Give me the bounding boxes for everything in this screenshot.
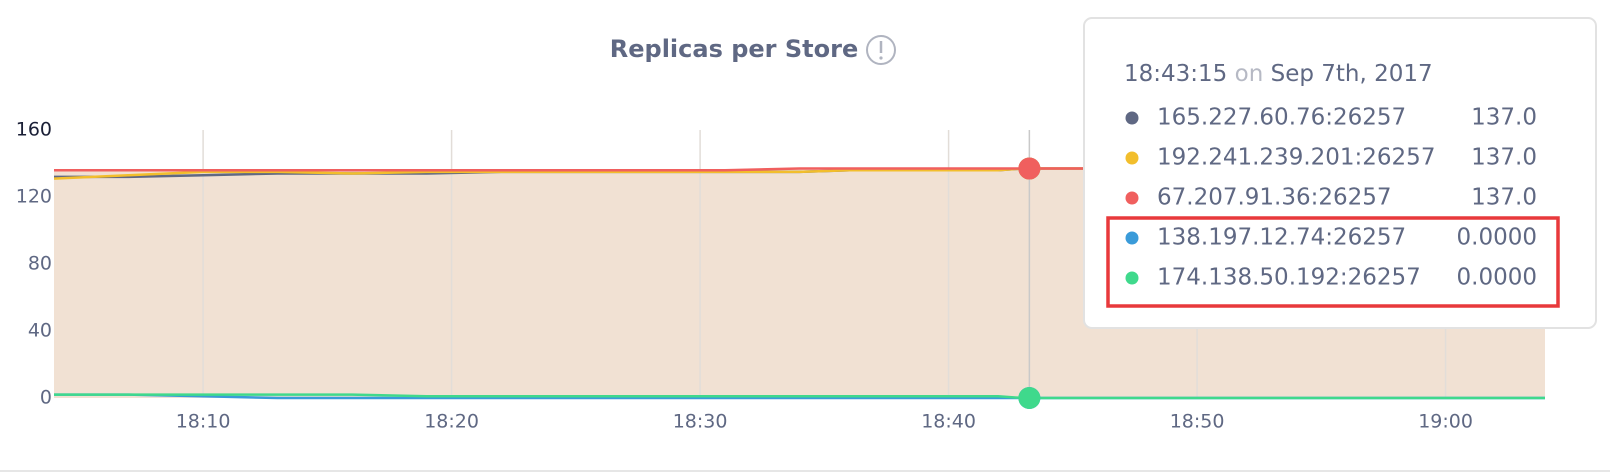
series-line bbox=[54, 393, 1545, 400]
tooltip-time: 18:43:15 bbox=[1124, 61, 1227, 87]
legend-label: 138.197.12.74:26257 bbox=[1157, 225, 1406, 251]
tooltip-value: 137.0 bbox=[1471, 145, 1537, 171]
legend-label: 165.227.60.76:26257 bbox=[1157, 105, 1406, 131]
highlight-box bbox=[1106, 216, 1560, 308]
hover-dot bbox=[1018, 387, 1041, 409]
x-tick-label: 18:40 bbox=[921, 411, 976, 433]
legend-dot bbox=[1125, 191, 1139, 205]
chart-title: Replicas per Store bbox=[610, 35, 858, 63]
x-tick-label: 18:30 bbox=[673, 411, 728, 433]
tooltip-header: 18:43:15 on Sep 7th, 2017 bbox=[1124, 61, 1433, 87]
legend-dot bbox=[1125, 151, 1139, 165]
legend-dot bbox=[1125, 111, 1139, 125]
x-tick-label: 18:10 bbox=[176, 411, 231, 433]
legend-label: 67.207.91.36:26257 bbox=[1157, 185, 1392, 211]
legend-label: 192.241.239.201:26257 bbox=[1157, 145, 1435, 171]
x-tick-label: 19:00 bbox=[1418, 411, 1473, 433]
tooltip-value: 0.0000 bbox=[1457, 265, 1537, 291]
legend-dot bbox=[1125, 271, 1139, 285]
y-tick-label: 40 bbox=[28, 320, 52, 342]
tooltip-box bbox=[1083, 17, 1597, 329]
legend-label: 174.138.50.192:26257 bbox=[1157, 265, 1421, 291]
x-tick-label: 18:20 bbox=[424, 411, 479, 433]
info-icon[interactable] bbox=[866, 35, 896, 65]
legend-dot bbox=[1125, 231, 1139, 245]
tooltip: 18:43:15 on Sep 7th, 2017 165.227.60.76:… bbox=[1083, 17, 1597, 329]
tooltip-on: on bbox=[1235, 61, 1264, 87]
y-tick-label: 0 bbox=[40, 387, 52, 409]
y-tick-label: 80 bbox=[28, 253, 52, 275]
tooltip-value: 137.0 bbox=[1471, 105, 1537, 131]
x-tick-label: 18:50 bbox=[1170, 411, 1225, 433]
tooltip-value: 0.0000 bbox=[1457, 225, 1537, 251]
y-tick-label: 120 bbox=[16, 186, 52, 208]
hover-dot bbox=[1018, 157, 1041, 180]
y-tick-label: 160 bbox=[16, 119, 52, 141]
tooltip-date: Sep 7th, 2017 bbox=[1271, 61, 1433, 87]
tooltip-value: 137.0 bbox=[1471, 185, 1537, 211]
